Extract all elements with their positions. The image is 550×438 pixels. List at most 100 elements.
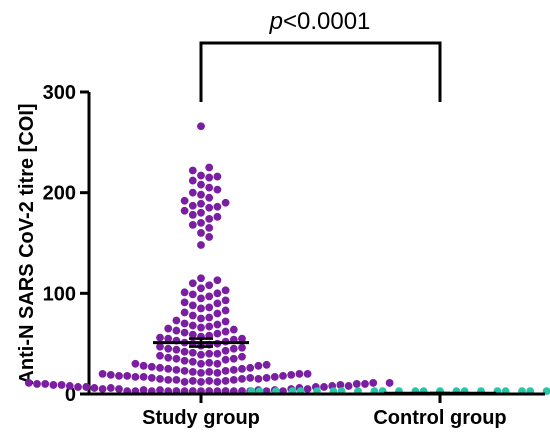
data-point — [205, 377, 214, 385]
data-point — [188, 377, 197, 385]
data-point — [197, 208, 205, 217]
data-point — [221, 366, 230, 375]
data-point — [156, 363, 164, 372]
data-point — [188, 348, 197, 357]
data-point — [197, 229, 205, 237]
data-point — [172, 326, 181, 335]
data-point — [197, 284, 205, 293]
data-point — [229, 344, 238, 353]
data-point — [213, 276, 222, 285]
y-tick-label: 100 — [43, 283, 76, 305]
data-point — [205, 292, 214, 301]
data-point — [221, 286, 230, 295]
data-point — [180, 298, 189, 307]
data-point — [262, 360, 271, 369]
data-point — [205, 367, 214, 376]
data-point — [188, 279, 197, 288]
data-point — [246, 363, 255, 372]
data-point — [164, 364, 173, 373]
data-point — [205, 224, 214, 232]
data-point — [164, 353, 173, 362]
data-point — [188, 210, 197, 219]
data-point — [213, 202, 222, 211]
data-point — [303, 385, 312, 393]
data-point — [262, 373, 271, 382]
data-point — [131, 372, 140, 381]
data-point — [197, 350, 205, 359]
data-point — [385, 379, 394, 387]
data-point — [221, 355, 230, 364]
y-axis-title: Anti-N SARS CoV-2 titre [COI] — [16, 103, 38, 384]
data-point — [147, 362, 156, 371]
x-axis: Study group Control group — [89, 392, 545, 429]
data-point — [287, 370, 296, 379]
data-point — [295, 369, 304, 378]
data-point — [98, 385, 107, 393]
data-point — [352, 380, 361, 388]
data-point — [197, 304, 205, 313]
data-point — [213, 309, 222, 318]
data-point — [205, 349, 214, 358]
data-point — [90, 384, 99, 392]
data-point — [172, 376, 181, 384]
data-point — [197, 190, 205, 199]
data-point — [213, 368, 222, 377]
data-point — [197, 314, 205, 323]
data-point — [361, 380, 369, 388]
data-point — [197, 359, 205, 368]
data-point — [65, 382, 74, 390]
data-point — [238, 375, 246, 383]
data-point — [156, 333, 164, 342]
data-point — [344, 382, 353, 390]
data-point — [229, 354, 238, 363]
data-point — [197, 122, 205, 131]
data-point — [188, 188, 197, 197]
data-point — [172, 365, 181, 374]
data-point — [197, 378, 205, 386]
data-point — [188, 311, 197, 320]
p-value-label: p<0.0001 — [269, 8, 371, 35]
data-point — [147, 373, 156, 382]
data-point — [221, 198, 230, 207]
data-point — [205, 358, 214, 367]
data-point — [180, 206, 189, 215]
data-point — [254, 375, 263, 383]
data-point — [238, 334, 246, 343]
data-point — [188, 220, 197, 229]
data-point — [33, 380, 41, 388]
data-point — [180, 308, 189, 317]
data-point — [156, 375, 164, 383]
data-point — [188, 290, 197, 299]
data-point — [213, 212, 222, 221]
data-point — [115, 371, 123, 380]
data-point — [213, 299, 222, 308]
data-point — [172, 316, 181, 325]
data-point — [205, 163, 214, 172]
data-point — [303, 369, 312, 378]
data-point — [221, 377, 230, 385]
data-point — [164, 344, 173, 353]
x-tick-label: Study group — [142, 407, 260, 429]
data-point — [139, 386, 148, 394]
data-point — [336, 381, 345, 389]
data-point — [164, 334, 173, 343]
data-point — [156, 342, 164, 351]
data-point — [98, 369, 107, 378]
data-point — [213, 320, 222, 329]
data-point — [115, 385, 123, 393]
data-point — [205, 183, 214, 192]
data-point — [123, 371, 132, 380]
data-point — [213, 359, 222, 368]
data-point — [188, 301, 197, 310]
data-point — [180, 366, 189, 375]
y-tick-label: 300 — [43, 82, 76, 104]
data-point — [279, 371, 287, 380]
data-point — [197, 368, 205, 377]
data-point — [221, 317, 230, 326]
data-point — [188, 321, 197, 330]
data-point — [49, 381, 58, 389]
data-point — [106, 370, 115, 379]
data-point — [213, 172, 222, 181]
data-point — [82, 383, 91, 391]
